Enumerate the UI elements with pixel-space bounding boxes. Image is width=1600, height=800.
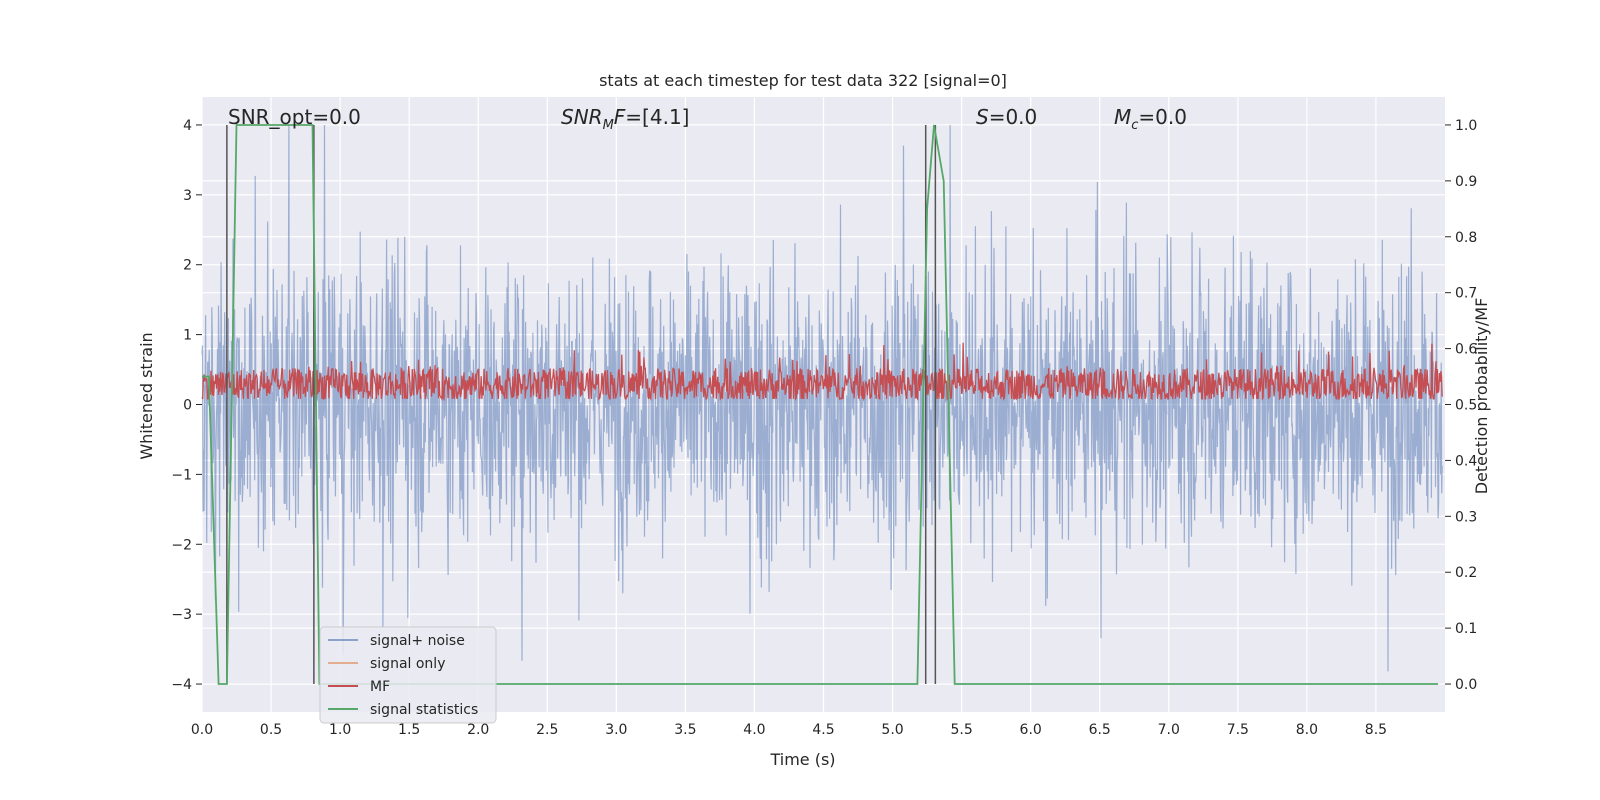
x-tick-label: 6.0: [1020, 722, 1042, 738]
y-tick-label-right: 0.2: [1455, 565, 1477, 581]
chart-title: stats at each timestep for test data 322…: [599, 71, 1007, 90]
ticks: 0.0 0.5 1.0 1.5 2.0 2.5 3.0 3.5 4.0 4.5 5.0 5.5 6.0 6…: [171, 118, 1477, 738]
mf-line: [201, 342, 1443, 402]
snr-mf-annotation: SNRMF=[4.1]: [561, 105, 689, 133]
y-tick-label-left: −2: [171, 537, 192, 553]
mc-annotation: Mc=0.0: [1114, 105, 1187, 133]
y-tick-label-right: 0.9: [1455, 174, 1477, 190]
x-tick-label: 5.5: [950, 722, 972, 738]
mf-series: [201, 342, 1443, 402]
x-tick-label: 1.5: [398, 722, 420, 738]
x-tick-label: 4.5: [812, 722, 834, 738]
x-tick-label: 2.0: [467, 722, 489, 738]
x-axis-label: Time (s): [769, 750, 835, 769]
y-tick-label-right: 0.4: [1455, 453, 1477, 469]
y-tick-label-left: 0: [183, 398, 192, 414]
x-tick-label: 2.5: [536, 722, 558, 738]
legend-label-mf: MF: [370, 679, 390, 695]
legend-label-signal-noise: signal+ noise: [370, 633, 465, 649]
legend: signal+ noise signal only MF signal stat…: [319, 626, 497, 724]
x-tick-label: 8.0: [1296, 722, 1318, 738]
snr-opt-annotation: SNR_opt=0.0: [228, 105, 361, 129]
y-tick-label-right: 0.1: [1455, 621, 1477, 637]
signal-statistics-series: [202, 124, 1439, 685]
x-tick-label: 0.5: [260, 722, 282, 738]
y-tick-label-left: 1: [183, 328, 192, 344]
x-tick-label: 7.5: [1227, 722, 1249, 738]
legend-label-signal-only: signal only: [370, 656, 445, 672]
x-tick-label: 8.5: [1365, 722, 1387, 738]
y-tick-label-left: 4: [183, 118, 192, 134]
y-tick-label-right: 0.0: [1455, 677, 1477, 693]
x-tick-label: 3.5: [674, 722, 696, 738]
y-tick-label-right: 1.0: [1455, 118, 1477, 134]
y-tick-label-right: 0.3: [1455, 509, 1477, 525]
x-tick-label: 7.0: [1158, 722, 1180, 738]
legend-box: [319, 626, 497, 724]
y-tick-label-left: −3: [171, 607, 192, 623]
y-tick-label-left: 2: [183, 258, 192, 274]
y-tick-label-left: −4: [171, 677, 192, 693]
x-tick-label: 6.5: [1089, 722, 1111, 738]
y-axis-label-right: Detection probability/MF: [1472, 298, 1491, 495]
x-tick-label: 3.0: [605, 722, 627, 738]
y-tick-label-right: 0.7: [1455, 286, 1477, 302]
x-tick-label: 5.0: [881, 722, 903, 738]
y-tick-label-left: 3: [183, 188, 192, 204]
y-tick-label-right: 0.8: [1455, 230, 1477, 246]
legend-label-signal-statistics: signal statistics: [370, 702, 478, 718]
y-tick-label-left: −1: [171, 467, 192, 483]
y-tick-label-right: 0.6: [1455, 342, 1477, 358]
x-tick-label: 0.0: [191, 722, 213, 738]
signal-statistics-line: [202, 124, 1439, 685]
x-tick-label: 4.0: [743, 722, 765, 738]
y-axis-label-left: Whitened strain: [137, 332, 156, 459]
s-annotation: S=0.0: [976, 105, 1037, 129]
x-tick-label: 1.0: [329, 722, 351, 738]
y-tick-label-right: 0.5: [1455, 398, 1477, 414]
